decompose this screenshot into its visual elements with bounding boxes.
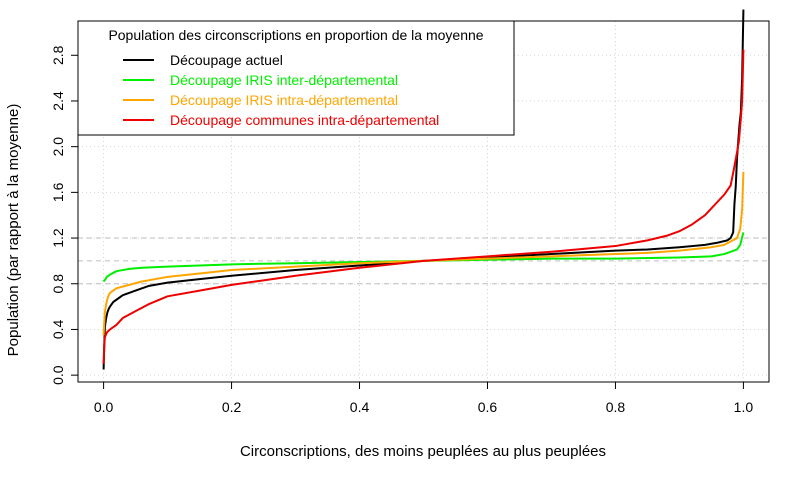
x-axis-label: Circonscriptions, des moins peuplées au … bbox=[240, 443, 606, 460]
y-tick-label-7: 2.8 bbox=[50, 45, 66, 65]
series-line-2 bbox=[102, 171, 745, 336]
legend-label-1: Découpage IRIS inter-départemental bbox=[170, 72, 398, 88]
legend-label-3: Découpage communes intra-départemental bbox=[170, 112, 439, 128]
series-lines bbox=[102, 9, 745, 370]
series-line-0 bbox=[102, 9, 745, 370]
legend-title: Population des circonscriptions en propo… bbox=[108, 27, 483, 43]
y-tick-label-0: 0.0 bbox=[50, 365, 66, 385]
legend-box bbox=[77, 20, 515, 136]
legend-label-0: Découpage actuel bbox=[170, 52, 283, 68]
y-tick-label-3: 1.2 bbox=[50, 228, 66, 248]
y-tick-label-5: 2.0 bbox=[50, 137, 66, 157]
y-tick-label-1: 0.4 bbox=[50, 320, 66, 340]
y-axis: 0.0 0.4 0.8 1.2 1.6 2.0 2.4 2.8 bbox=[50, 45, 78, 385]
y-tick-label-4: 1.6 bbox=[50, 182, 66, 202]
x-tick-label-2: 0.4 bbox=[350, 399, 370, 415]
x-tick-label-5: 1.0 bbox=[734, 399, 754, 415]
x-tick-label-0: 0.0 bbox=[94, 399, 114, 415]
x-tick-label-3: 0.6 bbox=[478, 399, 498, 415]
x-tick-label-4: 0.8 bbox=[606, 399, 626, 415]
legend-label-2: Découpage IRIS intra-départemental bbox=[170, 92, 398, 108]
y-tick-label-6: 2.4 bbox=[50, 91, 66, 111]
y-tick-label-2: 0.8 bbox=[50, 274, 66, 294]
x-tick-label-1: 0.2 bbox=[222, 399, 242, 415]
legend: Population des circonscriptions en propo… bbox=[77, 20, 515, 136]
y-axis-label: Population (par rapport à la moyenne) bbox=[5, 104, 22, 357]
series-line-3 bbox=[102, 49, 745, 364]
x-axis: 0.0 0.2 0.4 0.6 0.8 1.0 bbox=[94, 381, 754, 415]
